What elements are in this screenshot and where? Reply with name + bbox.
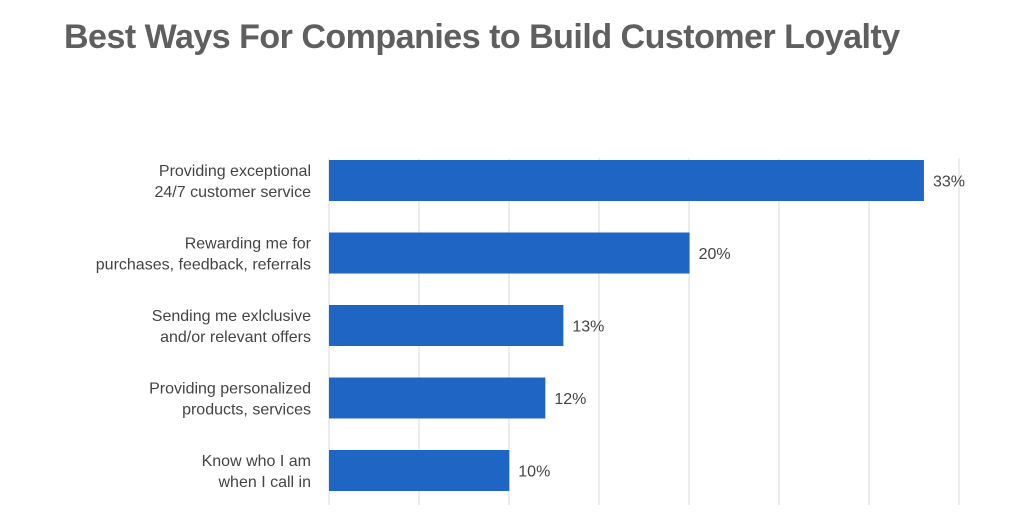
category-label: Rewarding me for xyxy=(185,236,312,253)
category-label: Know who I am xyxy=(202,453,311,470)
bar xyxy=(329,305,564,346)
category-label: Sending me exlclusive xyxy=(152,308,311,325)
bar xyxy=(329,377,546,419)
bar-value-label: 20% xyxy=(699,246,731,263)
bar-value-label: 10% xyxy=(518,464,550,481)
bar-value-label: 13% xyxy=(572,319,604,336)
category-label: purchases, feedback, referrals xyxy=(96,257,311,274)
category-label: 24/7 customer service xyxy=(154,184,311,201)
bars xyxy=(329,160,924,491)
category-label: Providing personalized xyxy=(149,381,311,398)
category-label: when I call in xyxy=(218,474,312,491)
category-labels: Providing exceptional 24/7 customer servi… xyxy=(96,163,312,491)
value-labels: 33% 20% 13% 12% 10% xyxy=(518,174,965,481)
chart-title: Best Ways For Companies to Build Custome… xyxy=(64,18,900,56)
bar xyxy=(329,232,690,274)
category-label: Providing exceptional xyxy=(159,163,311,180)
bar xyxy=(329,160,924,201)
category-label: products, services xyxy=(182,402,311,419)
category-label: and/or relevant offers xyxy=(160,329,311,346)
bar xyxy=(329,450,510,491)
bar-value-label: 33% xyxy=(933,174,965,191)
bar-value-label: 12% xyxy=(554,391,586,408)
